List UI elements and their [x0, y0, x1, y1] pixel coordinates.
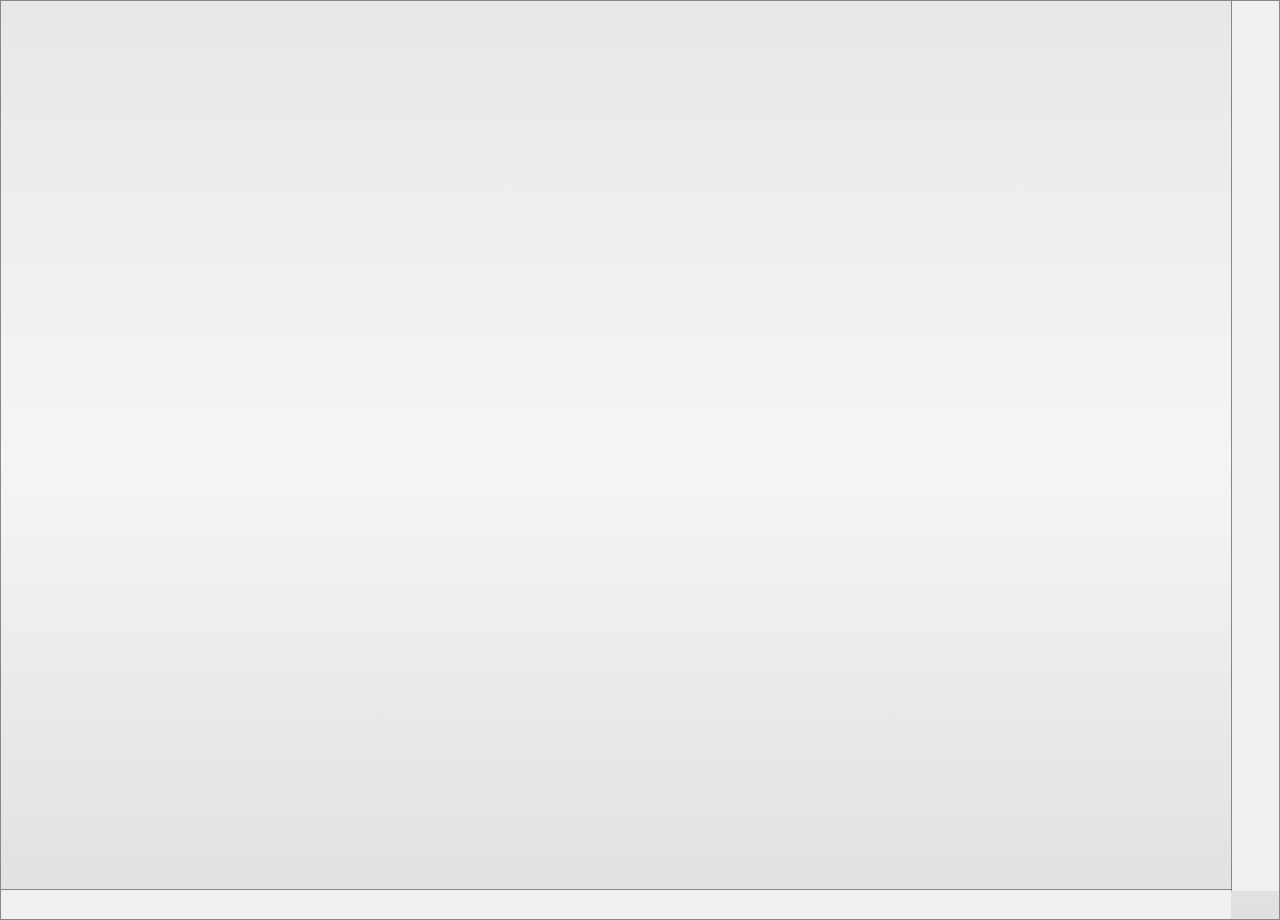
chart-plot-area[interactable] [1, 1, 1231, 889]
x-axis [1, 889, 1231, 919]
chart-container [0, 0, 1280, 920]
ma-curves [1, 1, 1231, 889]
y-axis [1231, 1, 1279, 891]
